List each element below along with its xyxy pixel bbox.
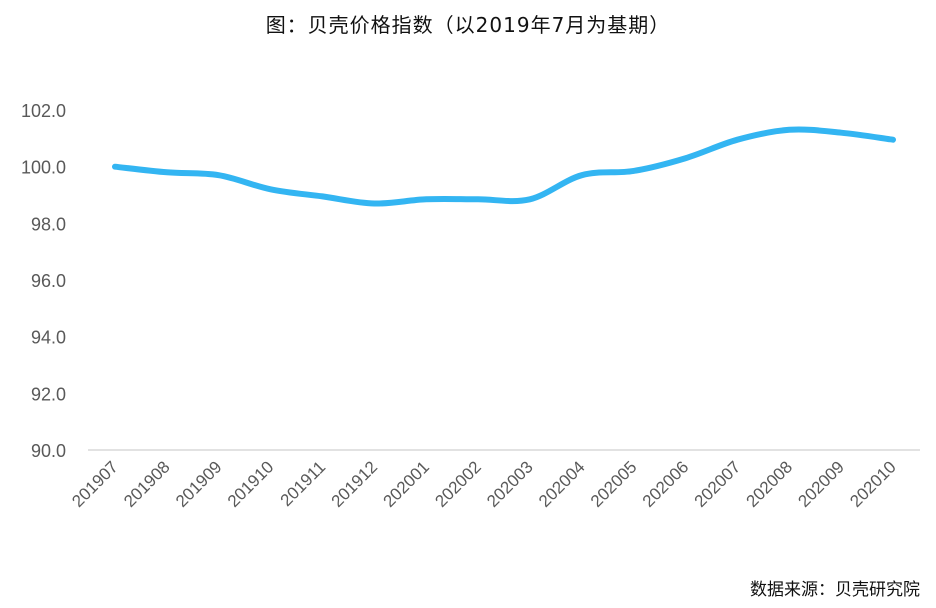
x-tick-label: 202002 bbox=[431, 457, 485, 511]
y-tick-label: 92.0 bbox=[31, 384, 66, 404]
y-axis-labels: 90.0 92.0 94.0 96.0 98.0 100.0 102.0 bbox=[21, 101, 66, 461]
x-tick-label: 202008 bbox=[743, 457, 797, 511]
x-tick-label: 202003 bbox=[483, 457, 537, 511]
y-tick-label: 94.0 bbox=[31, 328, 66, 348]
x-tick-label: 201909 bbox=[172, 457, 226, 511]
y-tick-label: 102.0 bbox=[21, 101, 66, 121]
x-tick-label: 201907 bbox=[68, 457, 122, 511]
y-tick-label: 98.0 bbox=[31, 214, 66, 234]
x-tick-label: 201910 bbox=[224, 457, 278, 511]
y-tick-label: 90.0 bbox=[31, 441, 66, 461]
source-note: 数据来源：贝壳研究院 bbox=[750, 580, 920, 600]
x-tick-label: 202007 bbox=[691, 457, 745, 511]
x-tick-label: 202005 bbox=[587, 457, 641, 511]
x-tick-label: 202004 bbox=[535, 457, 589, 511]
series-line bbox=[112, 126, 896, 207]
x-tick-label: 202006 bbox=[639, 457, 693, 511]
y-tick-label: 96.0 bbox=[31, 271, 66, 291]
x-tick-label: 202001 bbox=[379, 457, 433, 511]
x-tick-label: 201912 bbox=[328, 457, 382, 511]
chart-title: 图：贝壳价格指数（以2019年7月为基期） bbox=[265, 13, 671, 37]
y-tick-label: 100.0 bbox=[21, 158, 66, 178]
x-tick-label: 201911 bbox=[277, 457, 330, 510]
x-tick-label: 202010 bbox=[846, 457, 900, 511]
x-tick-label: 202009 bbox=[794, 457, 848, 511]
x-tick-label: 201908 bbox=[120, 457, 174, 511]
